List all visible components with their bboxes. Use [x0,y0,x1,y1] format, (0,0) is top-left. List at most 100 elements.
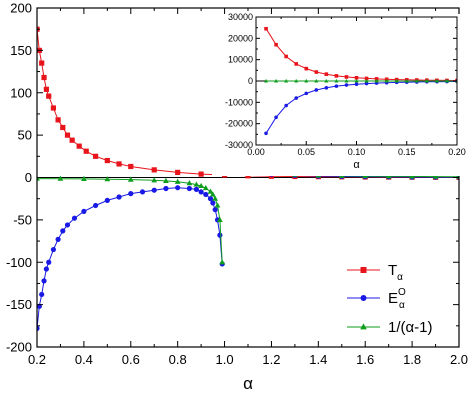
main-series-R-point [81,175,87,181]
legend-R-label: 1/(α-1) [388,319,433,336]
inset-y-tick-label: 30000 [228,12,253,22]
main-series-R-point [212,195,219,201]
inset-series-E-point [314,88,319,92]
main-series-T-point [43,86,49,92]
inset-series-T-point [324,72,329,76]
inset-y-tick-label: 0 [248,76,253,86]
main-series-T-point [76,143,82,149]
main-series-E-point [193,186,200,192]
main-series-T-point [41,74,47,81]
main-series-E-point [46,259,52,265]
inset-series-E-point [324,86,329,90]
main-y-tick-label: -150 [6,297,32,312]
main-series-E-point [104,197,110,203]
inset-series-R-point [274,78,279,83]
inset-background [212,14,461,176]
main-series-T-point [116,161,122,167]
inset-x-axis-title: α [353,159,360,171]
legend-T-marker [360,267,367,273]
main-series-E-point [93,202,99,209]
inset-series-R-point [294,78,299,83]
main-series-E-point [203,191,209,198]
main-series-E-point [186,185,192,192]
main-series-T-point [60,124,66,131]
main-series-E-point [43,266,49,272]
main-series-T-point [64,132,71,138]
inset-series-T-point [294,62,298,66]
main-series-T-point [198,171,204,177]
main-y-tick-label: -50 [13,212,32,227]
legend-E-marker [360,295,367,301]
inset-series-T-point [274,42,278,47]
inset-series-R-point [424,78,429,83]
inset-x-tick-label: 0.05 [297,147,315,157]
main-series-E-point [151,187,157,193]
inset-x-tick-label: 0.20 [448,147,466,157]
main-series-R-point [37,175,40,181]
main-series-T-point [83,148,89,154]
inset-series-R-point [284,78,289,83]
inset-x-tick-label: 0.15 [398,147,416,157]
main-y-tick-label: 200 [10,1,32,16]
main-series-R-point [214,202,221,208]
inset-x-tick-label: 0.10 [348,147,366,157]
inset-series-R-point [364,78,369,83]
main-series-E-point [71,215,78,221]
inset-series-E-point [304,91,309,96]
main-series-E-point [41,278,47,284]
inset-series-E-point [344,83,349,87]
main-series-T-point [175,169,181,176]
main-series-R-point [209,191,216,197]
main-x-tick-label: 1.8 [403,352,421,367]
inset-y-tick-label: -20000 [225,119,253,129]
legend-R-marker [360,323,367,330]
main-x-tick-label: 0.4 [75,352,93,367]
inset-series-R-point [414,78,419,83]
main-series-R-point [202,184,209,191]
main-y-tick-label: 150 [10,43,32,58]
main-series-T-point [55,117,61,123]
inset-series-E-point [364,81,369,86]
main-y-tick-label: 100 [10,85,32,100]
main-x-tick-label: 2.0 [450,352,468,367]
main-series-T-point [50,105,57,111]
main-series-R-point [174,178,181,184]
inset-series-R-point [314,78,319,83]
main-y-tick-label: -200 [6,340,32,355]
main-series-T-point [151,167,157,173]
main-series-E-point [210,200,216,206]
inset-series-E-point [274,115,278,120]
main-series-T-point [69,137,75,143]
inset-series-T-point [314,70,319,74]
main-series-E-point [50,246,57,253]
inset-series-R-point [334,78,339,83]
inset-x-tick-label: 0.00 [247,147,265,157]
main-series-T-point [39,60,45,66]
main-x-tick-label: 1.6 [356,352,374,367]
main-series-E-point [37,325,40,331]
main-series-E-point [116,194,122,200]
main-series-E-point [217,232,223,238]
inset-series-E-point [334,84,339,88]
main-series-R-point [432,173,439,179]
inset-series-R-point [264,78,269,83]
inset-series-R-point [394,78,399,83]
main-y-tick-label: 50 [18,128,32,143]
inset-series-R-point [324,78,329,83]
inset-series-E-point [284,103,288,108]
main-x-tick-label: 1.2 [262,352,280,367]
main-series-E-point [60,228,66,234]
main-series-R-point [57,175,64,181]
inset-y-tick-label: -30000 [225,140,253,150]
main-series-R-point [104,176,111,182]
main-series-R-point [163,177,169,183]
inset-series-R-point [434,78,439,83]
main-series-E-point [207,196,214,202]
inset-series-T-point [354,76,359,80]
main-series-E-point [163,185,169,192]
main-x-tick-label: 1.4 [309,352,327,367]
main-x-tick-label: 0.8 [169,352,187,367]
main-series-T-point [93,153,99,159]
main-series-E-point [55,236,61,242]
